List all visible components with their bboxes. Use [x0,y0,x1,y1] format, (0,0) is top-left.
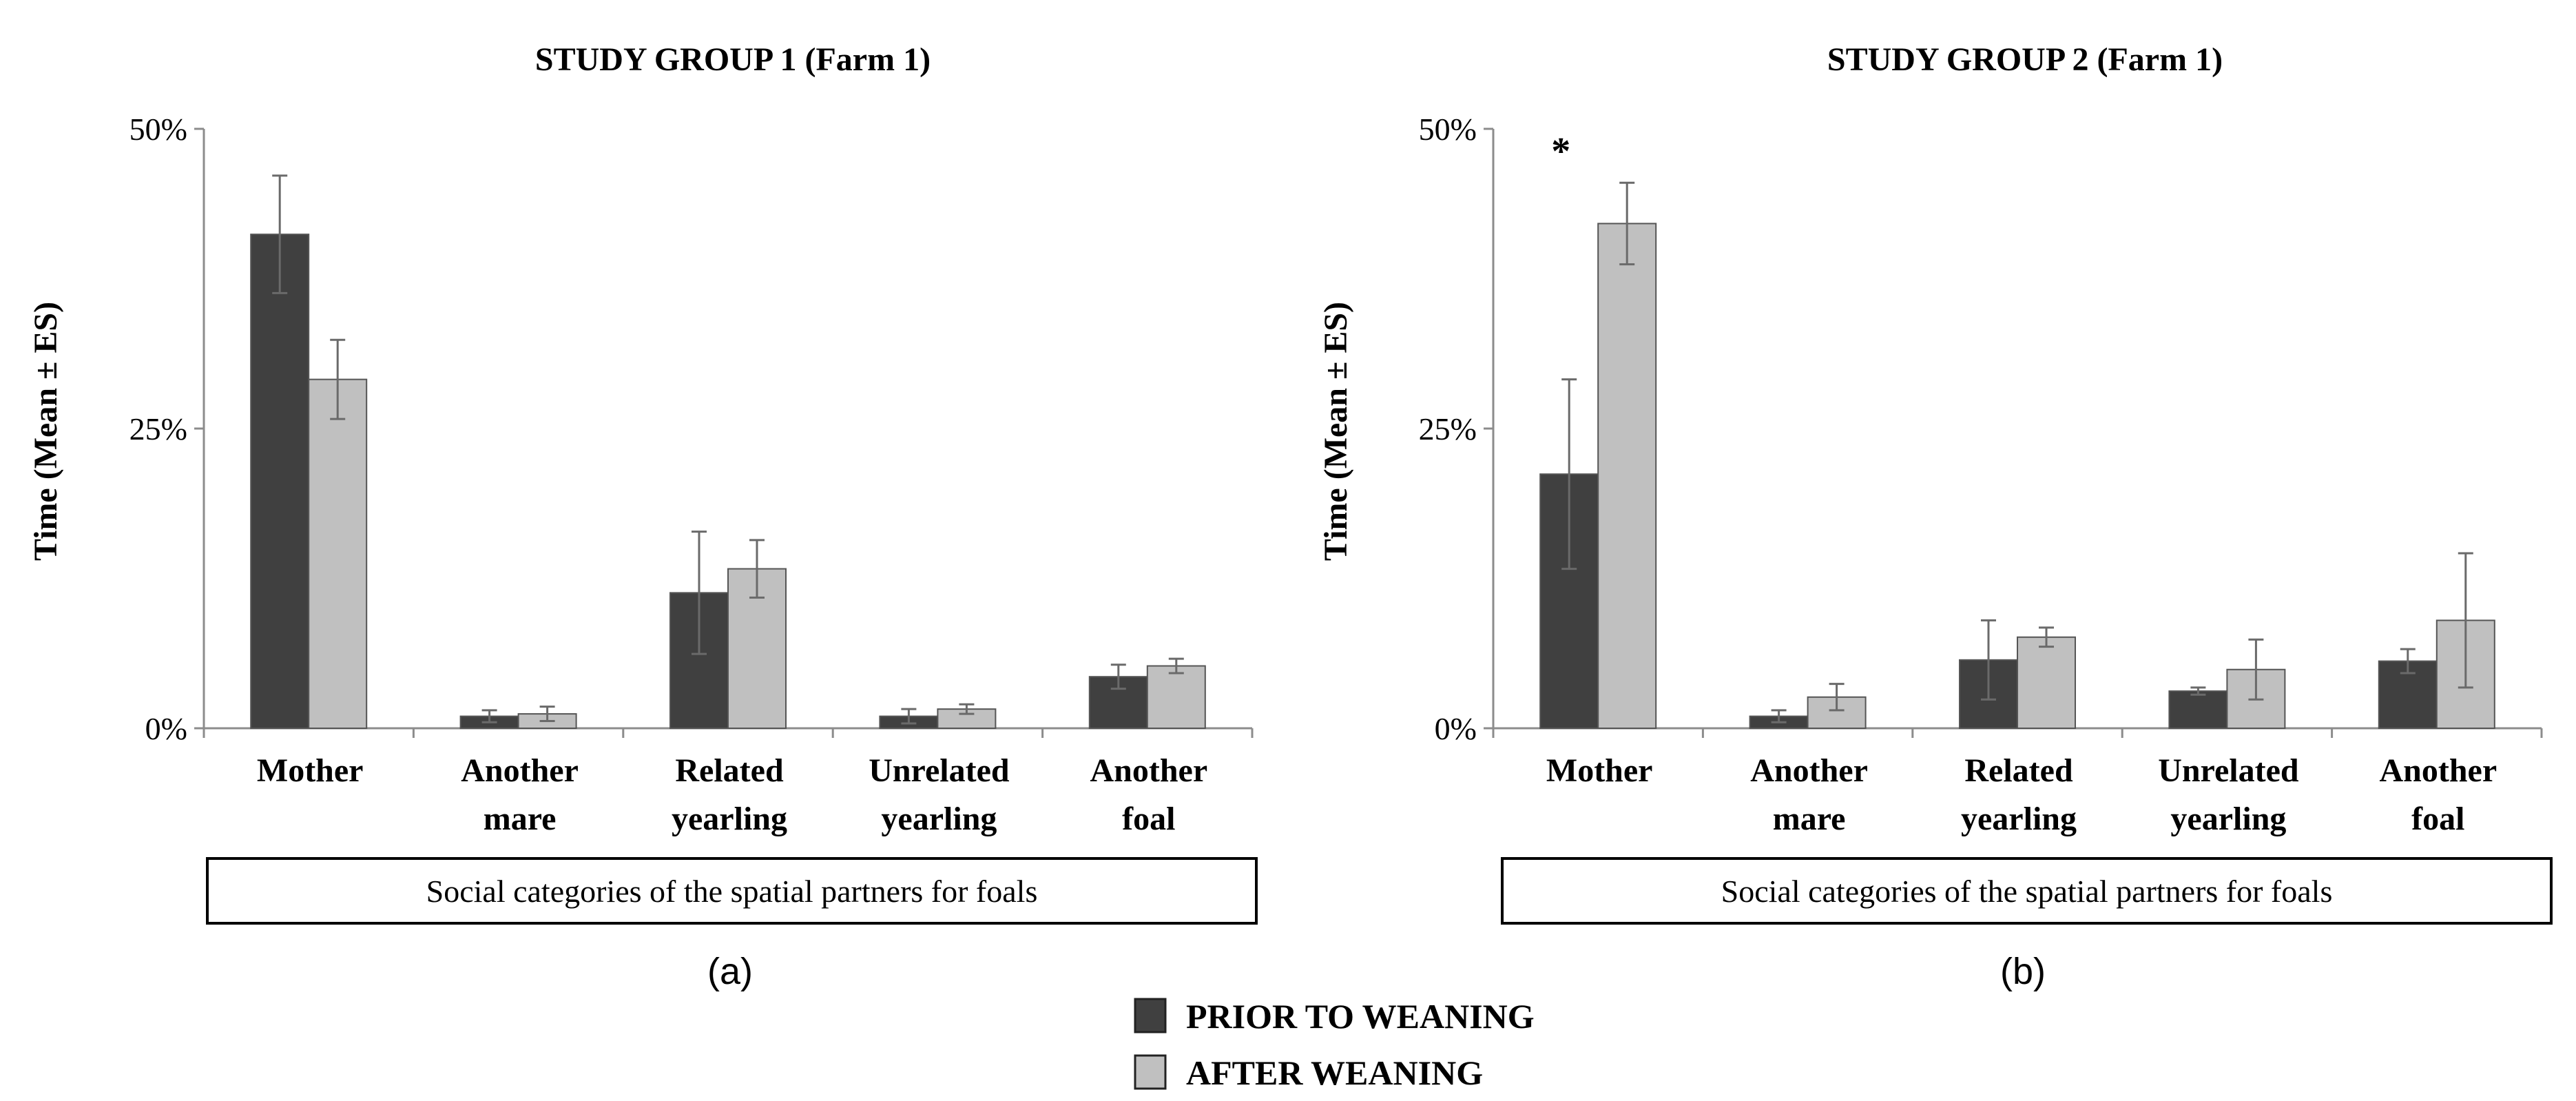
panel-b-y-tick-label: 0% [1435,711,1477,746]
panel-a-category-label: Unrelated [869,752,1010,789]
panel-a-panel-label: (a) [707,951,753,992]
panel-a-category-label: Another [461,752,579,789]
panel-b-y-axis-label: Time (Mean ± ES) [1318,302,1354,561]
legend-swatch-prior [1134,998,1167,1033]
panel-b-category-label: foal [2411,801,2464,837]
panel-b-category-label: yearling [1961,801,2077,837]
panel-b-bar-after [2017,636,2076,730]
panel-a-bar-after [308,378,368,729]
panel-a-category-label: yearling [881,801,997,837]
panel-a-chart-title: STUDY GROUP 1 (Farm 1) [535,41,931,78]
panel-b-y-tick-label: 25% [1419,411,1477,446]
panel-a-x-axis-label-box [206,857,1258,925]
panel-a-bar-prior [250,234,310,729]
panel-a-category-label: Mother [257,752,364,789]
panel-b-category-label: Another [1750,752,1868,789]
panel-a-x-axis-label: Social categories of the spatial partner… [426,874,1038,909]
panel-b-significance-marker: * [1551,130,1570,173]
panel-a-bar-after [1146,665,1206,730]
panel-a-category-label: foal [1122,801,1175,837]
panel-b-x-axis-label-box [1501,857,2553,925]
panel-b-category-label: Related [1964,752,2073,789]
panel-b-category-label: Mother [1546,752,1653,789]
panel-a-y-tick-label: 0% [145,711,187,746]
panel-a-category-label: yearling [672,801,787,837]
panel-a-y-tick-label: 25% [129,411,187,446]
panel-b-x-axis-label: Social categories of the spatial partner… [1721,874,2333,909]
panel-b-bar-prior [2168,690,2228,729]
legend-label-prior: PRIOR TO WEANING [1186,997,1535,1036]
legend-swatch-after [1134,1054,1167,1090]
panel-b-category-label: Another [2379,752,2497,789]
panel-a-y-tick-label: 50% [129,112,187,147]
panel-b-chart-title: STUDY GROUP 2 (Farm 1) [1827,41,2223,78]
panel-a-y-axis-label: Time (Mean ± ES) [28,302,64,561]
panel-b-panel-label: (b) [2000,951,2046,992]
legend-label-after: AFTER WEANING [1186,1053,1483,1092]
panel-b-category-label: Unrelated [2158,752,2299,789]
panel-b-y-tick-label: 50% [1419,112,1477,147]
panel-a-category-label: mare [484,801,557,837]
panel-b-category-label: yearling [2170,801,2286,837]
panel-b-category-label: mare [1773,801,1846,837]
panel-a-category-label: Related [675,752,784,789]
panel-b-bar-after [1597,223,1657,729]
panel-a-category-label: Another [1090,752,1207,789]
